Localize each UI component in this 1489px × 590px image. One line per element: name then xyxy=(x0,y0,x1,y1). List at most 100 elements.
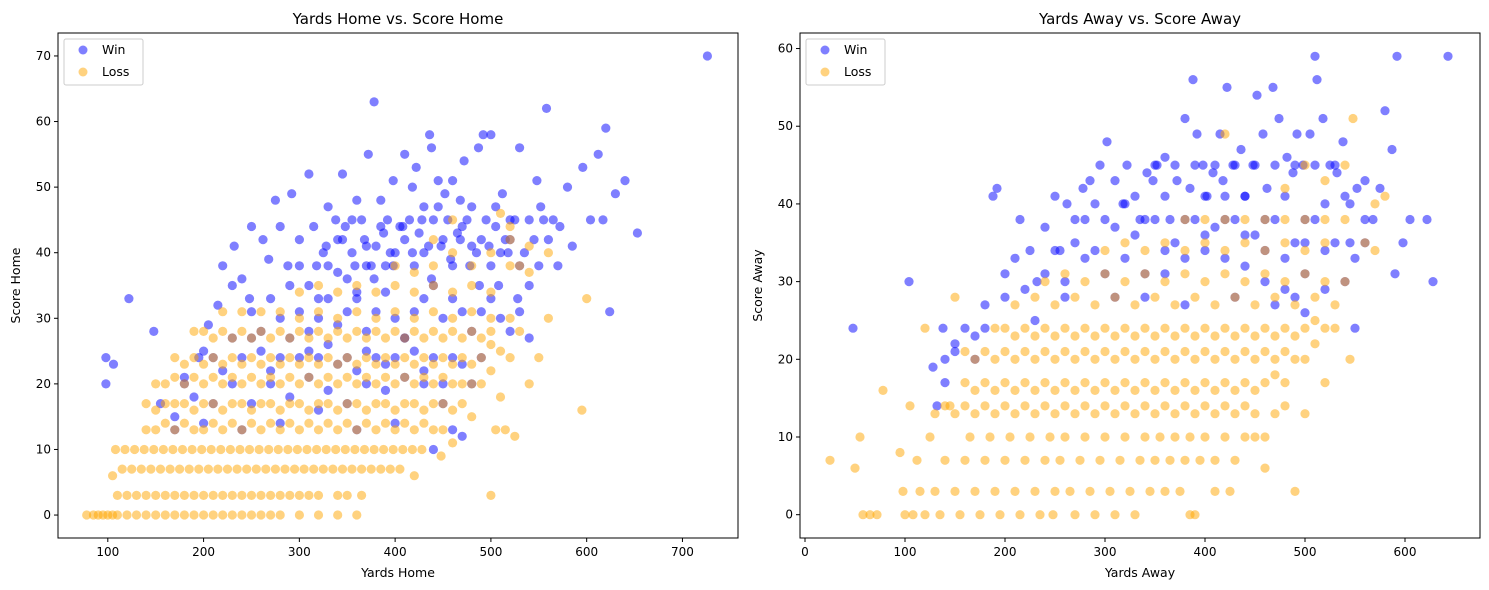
data-point-loss xyxy=(1240,323,1250,333)
data-point-loss xyxy=(340,444,350,455)
data-point-loss xyxy=(151,405,161,415)
data-point-loss xyxy=(448,215,458,225)
data-point-win xyxy=(448,176,458,186)
data-point-loss xyxy=(304,490,314,500)
data-point-loss xyxy=(419,372,429,382)
data-point-loss xyxy=(1230,455,1240,465)
data-point-win xyxy=(1070,214,1080,225)
x-axis-label: Yards Away xyxy=(1104,565,1176,580)
data-point-loss xyxy=(189,510,199,520)
data-point-win xyxy=(371,353,381,363)
data-point-win xyxy=(473,143,484,153)
data-point-loss xyxy=(409,471,419,481)
data-point-loss xyxy=(1200,401,1210,411)
data-point-win xyxy=(1000,269,1010,279)
data-point-win xyxy=(515,307,525,317)
data-point-win xyxy=(352,287,362,297)
data-point-loss xyxy=(400,333,410,343)
data-point-win xyxy=(1345,238,1355,248)
data-point-win xyxy=(313,313,324,323)
data-point-loss xyxy=(898,486,908,496)
data-point-win xyxy=(342,307,352,317)
data-point-win xyxy=(1236,144,1246,155)
data-point-win xyxy=(1250,230,1260,240)
data-point-win xyxy=(1290,160,1300,170)
data-point-win xyxy=(1122,160,1132,170)
data-point-loss xyxy=(1180,269,1190,279)
data-point-loss xyxy=(337,464,348,474)
data-point-loss xyxy=(1020,401,1030,411)
data-point-win xyxy=(266,379,276,389)
data-point-win xyxy=(398,221,408,232)
data-point-loss xyxy=(309,464,319,474)
data-point-loss xyxy=(352,359,362,369)
data-point-win xyxy=(1160,191,1170,201)
data-point-loss xyxy=(1260,378,1270,388)
data-point-loss xyxy=(199,425,209,435)
data-point-win xyxy=(323,339,333,350)
data-point-loss xyxy=(333,379,343,389)
data-point-loss xyxy=(1250,331,1260,341)
data-point-loss xyxy=(208,418,218,428)
data-point-loss xyxy=(1220,346,1230,357)
data-point-loss xyxy=(179,490,189,500)
data-point-loss xyxy=(1030,331,1040,341)
data-point-loss xyxy=(400,353,410,363)
data-point-loss xyxy=(323,372,333,382)
data-point-loss xyxy=(170,490,180,500)
data-point-win xyxy=(1310,160,1320,170)
data-point-loss xyxy=(312,444,322,455)
data-point-win xyxy=(425,130,435,140)
data-point-loss xyxy=(227,418,237,428)
data-point-loss xyxy=(256,307,266,317)
data-point-loss xyxy=(232,464,242,474)
data-point-loss xyxy=(1110,292,1120,302)
data-point-loss xyxy=(955,510,965,520)
data-point-win xyxy=(497,189,507,199)
data-point-loss xyxy=(1210,455,1220,465)
data-point-loss xyxy=(371,326,381,336)
data-point-loss xyxy=(1380,191,1390,201)
series-win xyxy=(848,51,1453,411)
data-point-loss xyxy=(1260,245,1270,256)
data-point-win xyxy=(1185,183,1195,193)
data-point-loss xyxy=(285,418,295,428)
data-point-loss xyxy=(1090,300,1100,310)
data-point-loss xyxy=(246,405,257,415)
data-point-loss xyxy=(495,346,506,356)
data-point-loss xyxy=(189,425,199,435)
data-point-loss xyxy=(1080,323,1090,333)
data-point-loss xyxy=(1240,277,1250,287)
data-point-loss xyxy=(1030,354,1040,364)
data-point-loss xyxy=(1280,183,1290,193)
data-point-win xyxy=(407,248,417,258)
data-point-loss xyxy=(275,359,285,369)
data-point-loss xyxy=(246,353,257,363)
data-point-loss xyxy=(290,464,300,474)
data-point-win xyxy=(1292,129,1302,139)
data-point-loss xyxy=(266,353,276,363)
data-point-win xyxy=(1340,191,1350,201)
data-point-loss xyxy=(199,490,209,500)
data-point-loss xyxy=(1160,378,1170,388)
data-point-loss xyxy=(333,425,343,435)
data-point-win xyxy=(960,323,970,333)
data-point-win xyxy=(203,320,213,330)
x-tick-label: 200 xyxy=(192,545,215,559)
data-point-loss xyxy=(1170,331,1180,341)
data-point-win xyxy=(366,261,376,271)
data-point-win xyxy=(980,300,990,310)
data-point-loss xyxy=(256,425,266,435)
data-point-loss xyxy=(227,510,237,520)
data-point-loss xyxy=(390,425,400,435)
y-tick-label: 20 xyxy=(36,377,51,391)
data-point-win xyxy=(428,353,438,363)
data-point-win xyxy=(1180,113,1190,124)
data-point-loss xyxy=(304,372,314,382)
data-point-win xyxy=(419,379,429,389)
data-point-loss xyxy=(1090,385,1100,395)
data-point-win xyxy=(478,130,488,140)
data-point-loss xyxy=(294,425,304,435)
data-point-loss xyxy=(160,490,170,500)
data-point-loss xyxy=(448,313,458,323)
